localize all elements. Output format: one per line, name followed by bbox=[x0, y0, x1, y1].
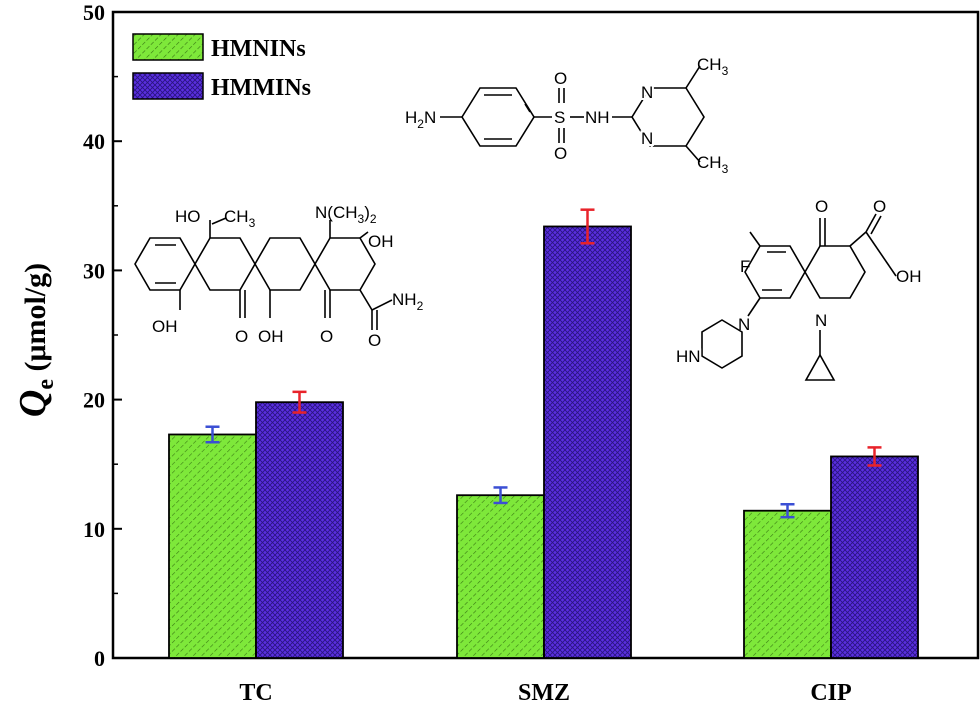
bar-smz-hmmins bbox=[543, 225, 632, 659]
legend-swatch-hmmins bbox=[132, 72, 204, 100]
bar-tc-hmmins bbox=[255, 401, 344, 659]
svg-text:Qe (μmol/g): Qe (μmol/g) bbox=[12, 263, 59, 417]
y-tick-label: 20 bbox=[83, 388, 105, 413]
svg-text:OH: OH bbox=[896, 267, 922, 286]
svg-text:OH: OH bbox=[258, 327, 284, 346]
legend-swatch-hmnins bbox=[132, 33, 204, 61]
y-axis-title-main: Q bbox=[12, 390, 54, 417]
svg-text:N: N bbox=[641, 129, 653, 148]
svg-text:NH2: NH2 bbox=[392, 290, 424, 313]
svg-text:O: O bbox=[235, 327, 248, 346]
x-tick-label-cip: CIP bbox=[810, 680, 851, 706]
svg-text:NH: NH bbox=[585, 108, 610, 127]
y-tick-label: 30 bbox=[83, 258, 105, 283]
bar-cip-hmmins bbox=[830, 455, 919, 659]
svg-text:N: N bbox=[641, 83, 653, 102]
svg-text:S: S bbox=[554, 108, 565, 127]
x-tick-label-tc: TC bbox=[239, 680, 272, 706]
x-tick-label-smz: SMZ bbox=[518, 680, 570, 706]
legend-label-hmmins: HMMINs bbox=[211, 75, 311, 101]
svg-text:H2N: H2N bbox=[405, 108, 436, 131]
y-axis-title-unit: (μmol/g) bbox=[19, 263, 52, 372]
smz-structure: H2N S O O NH N N CH3 CH3 bbox=[405, 55, 729, 176]
svg-text:CH3: CH3 bbox=[697, 55, 729, 78]
bars-layer bbox=[168, 208, 919, 659]
svg-text:O: O bbox=[873, 197, 886, 216]
bar-smz-hmnins bbox=[456, 494, 545, 659]
bar-tc-hmnins bbox=[168, 433, 257, 659]
svg-text:O: O bbox=[815, 197, 828, 216]
svg-text:N(CH3)2: N(CH3)2 bbox=[315, 203, 377, 226]
svg-text:O: O bbox=[554, 69, 567, 88]
x-axis: TC SMZ CIP bbox=[239, 649, 852, 706]
svg-text:OH: OH bbox=[368, 232, 394, 251]
svg-text:OH: OH bbox=[152, 317, 178, 336]
y-tick-label: 40 bbox=[83, 129, 105, 154]
svg-text:CH3: CH3 bbox=[224, 207, 256, 230]
svg-text:O: O bbox=[320, 327, 333, 346]
y-tick-label: 10 bbox=[83, 517, 105, 542]
cip-structure: F O O OH N N HN bbox=[674, 197, 922, 381]
svg-text:O: O bbox=[368, 331, 381, 350]
y-axis: 0 10 20 30 40 50 bbox=[83, 0, 122, 671]
bar-cip-hmnins bbox=[743, 509, 832, 659]
svg-text:HN: HN bbox=[676, 347, 701, 366]
svg-text:HO: HO bbox=[175, 207, 201, 226]
svg-text:CH3: CH3 bbox=[697, 153, 729, 176]
legend: HMNINs HMMINs bbox=[132, 33, 311, 101]
y-axis-title-sub: e bbox=[33, 379, 59, 390]
tc-structure: OH HO CH3 O OH O N(CH3)2 OH O NH2 bbox=[134, 203, 424, 350]
svg-text:N: N bbox=[815, 311, 827, 330]
y-tick-label: 0 bbox=[94, 646, 105, 671]
y-tick-label: 50 bbox=[83, 0, 105, 25]
y-axis-title: Qe (μmol/g) bbox=[12, 263, 59, 417]
svg-text:F: F bbox=[740, 257, 750, 276]
svg-text:O: O bbox=[554, 144, 567, 163]
legend-label-hmnins: HMNINs bbox=[211, 36, 306, 62]
